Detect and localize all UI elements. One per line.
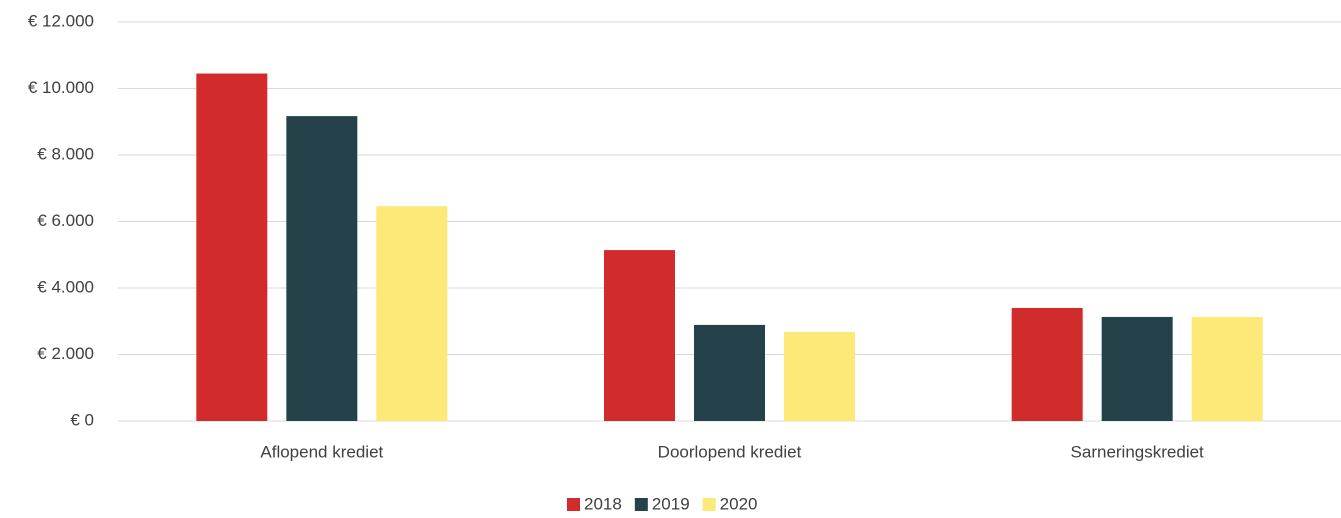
legend-swatch xyxy=(567,498,580,511)
y-tick-label: € 0 xyxy=(70,410,94,429)
bar xyxy=(1011,307,1083,421)
bar xyxy=(1101,316,1173,421)
legend-label: 2018 xyxy=(584,494,622,513)
x-tick-label: Aflopend krediet xyxy=(260,442,383,461)
bar xyxy=(376,206,448,421)
legend-label: 2020 xyxy=(720,494,758,513)
bar xyxy=(604,250,675,421)
y-tick-label: € 10.000 xyxy=(28,78,94,97)
y-tick-label: € 4.000 xyxy=(37,277,94,296)
x-tick-label: Sarneringskrediet xyxy=(1071,442,1205,461)
bar xyxy=(694,324,765,421)
bar xyxy=(784,331,855,421)
bar xyxy=(1191,316,1263,421)
y-tick-label: € 6.000 xyxy=(37,211,94,230)
bar xyxy=(196,73,268,421)
bar xyxy=(286,116,358,421)
x-tick-label: Doorlopend krediet xyxy=(658,442,802,461)
legend-swatch xyxy=(634,498,648,511)
legend-swatch xyxy=(702,498,716,511)
y-tick-label: € 12.000 xyxy=(28,11,94,30)
y-tick-label: € 2.000 xyxy=(37,344,94,363)
legend-label: 2019 xyxy=(652,494,690,513)
y-tick-label: € 8.000 xyxy=(37,144,94,163)
